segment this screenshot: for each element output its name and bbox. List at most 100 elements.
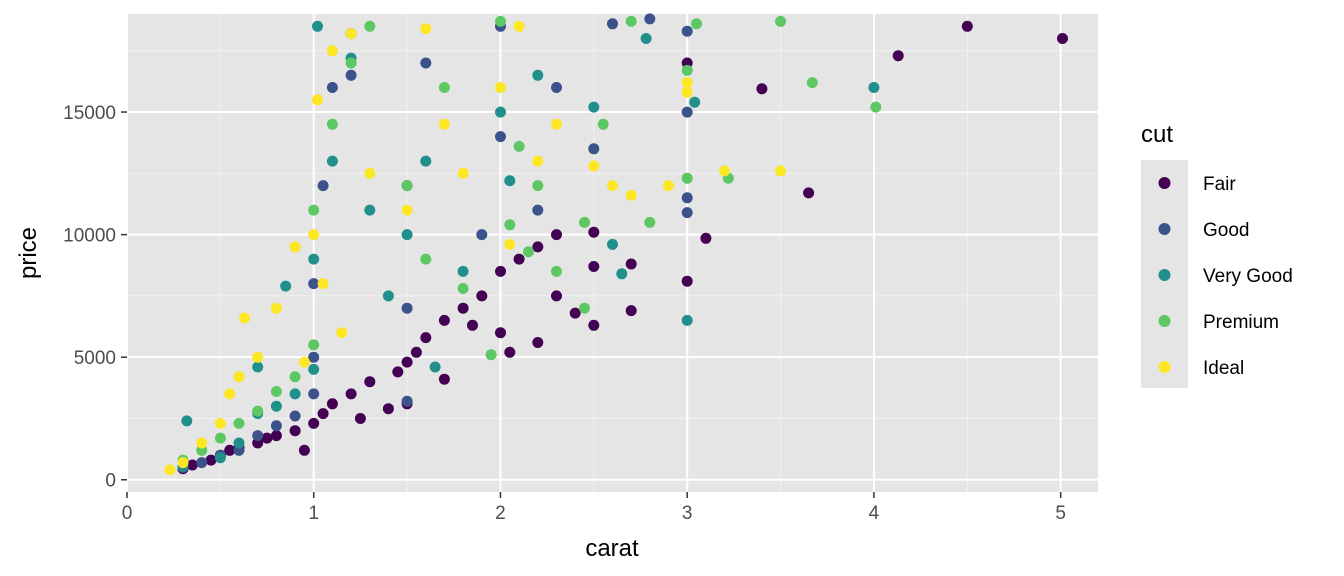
data-point — [354, 413, 366, 424]
data-point — [252, 430, 264, 442]
data-points — [164, 13, 1068, 476]
data-point — [775, 165, 787, 177]
data-point — [382, 403, 394, 415]
data-point — [579, 302, 590, 314]
data-point — [345, 28, 357, 40]
data-point — [214, 432, 226, 444]
data-point — [689, 96, 701, 108]
data-point — [495, 265, 506, 277]
data-point — [681, 275, 693, 287]
data-point — [691, 18, 702, 30]
data-point — [504, 346, 516, 358]
y-tick-label: 5000 — [74, 348, 116, 369]
data-point — [588, 226, 600, 238]
data-point — [345, 69, 357, 81]
data-point — [467, 319, 478, 331]
data-point — [640, 33, 652, 44]
legend: cut Fair Good Very Good Premium Ideal — [1141, 121, 1293, 388]
data-point — [186, 459, 198, 471]
data-point — [663, 180, 674, 192]
data-point — [961, 20, 973, 32]
data-point — [513, 20, 525, 32]
legend-label: Premium — [1203, 312, 1279, 333]
data-point — [625, 15, 637, 27]
y-axis-title: price — [15, 227, 42, 279]
data-point — [597, 118, 609, 130]
data-point — [588, 101, 600, 113]
data-point — [252, 361, 264, 373]
x-axis: 0 1 2 3 4 5 — [122, 492, 1066, 524]
data-point — [681, 25, 693, 37]
data-point — [364, 376, 376, 388]
legend-label: Very Good — [1203, 266, 1293, 287]
data-point — [681, 77, 693, 89]
data-point — [382, 290, 394, 302]
data-point — [270, 400, 282, 412]
x-axis-title: carat — [585, 535, 639, 562]
data-point — [252, 405, 264, 417]
data-point — [756, 83, 768, 95]
data-point — [214, 417, 226, 429]
data-point — [495, 15, 506, 27]
data-point — [308, 253, 320, 265]
data-point — [420, 332, 432, 344]
data-point — [401, 302, 413, 314]
data-point — [625, 305, 637, 317]
x-tick-label: 1 — [308, 503, 319, 524]
data-point — [280, 280, 292, 292]
legend-key — [1158, 177, 1171, 189]
data-point — [588, 261, 600, 272]
series-very-good — [177, 20, 880, 472]
data-point — [504, 219, 516, 231]
legend-key — [1158, 223, 1171, 235]
x-tick-label: 4 — [869, 503, 880, 524]
x-tick-label: 5 — [1055, 503, 1066, 524]
data-point — [681, 64, 693, 76]
data-point — [476, 290, 488, 302]
data-point — [326, 45, 338, 57]
legend-title: cut — [1141, 121, 1173, 148]
data-point — [504, 175, 516, 187]
data-point — [233, 437, 245, 449]
data-point — [345, 388, 357, 400]
data-point — [551, 118, 562, 130]
data-point — [476, 229, 488, 241]
data-point — [401, 356, 413, 368]
data-point — [532, 69, 544, 81]
data-point — [644, 216, 656, 228]
data-point — [420, 253, 432, 265]
data-point — [401, 180, 413, 192]
data-point — [196, 457, 208, 469]
data-point — [625, 189, 637, 201]
data-point — [239, 312, 251, 324]
data-point — [681, 106, 693, 118]
plot-panel — [127, 14, 1098, 492]
data-point — [289, 371, 301, 383]
data-point — [438, 118, 450, 130]
data-point — [532, 204, 544, 216]
data-point — [289, 410, 301, 422]
data-point — [1057, 33, 1068, 44]
data-point — [513, 253, 525, 265]
data-point — [270, 302, 282, 314]
data-point — [579, 216, 590, 228]
grid-major — [126, 14, 1098, 492]
data-point — [252, 351, 264, 363]
data-point — [410, 346, 422, 358]
data-point — [532, 180, 544, 192]
data-point — [326, 118, 338, 130]
data-point — [317, 408, 329, 420]
data-point — [457, 167, 469, 179]
data-point — [364, 20, 376, 32]
data-point — [326, 398, 338, 410]
data-point — [289, 425, 301, 437]
data-point — [457, 283, 469, 294]
grid-minor — [127, 14, 1098, 492]
data-point — [308, 339, 320, 351]
data-point — [457, 302, 469, 314]
data-point — [336, 327, 348, 339]
data-point — [806, 77, 818, 89]
data-point — [625, 258, 637, 270]
x-tick-label: 0 — [122, 503, 133, 524]
